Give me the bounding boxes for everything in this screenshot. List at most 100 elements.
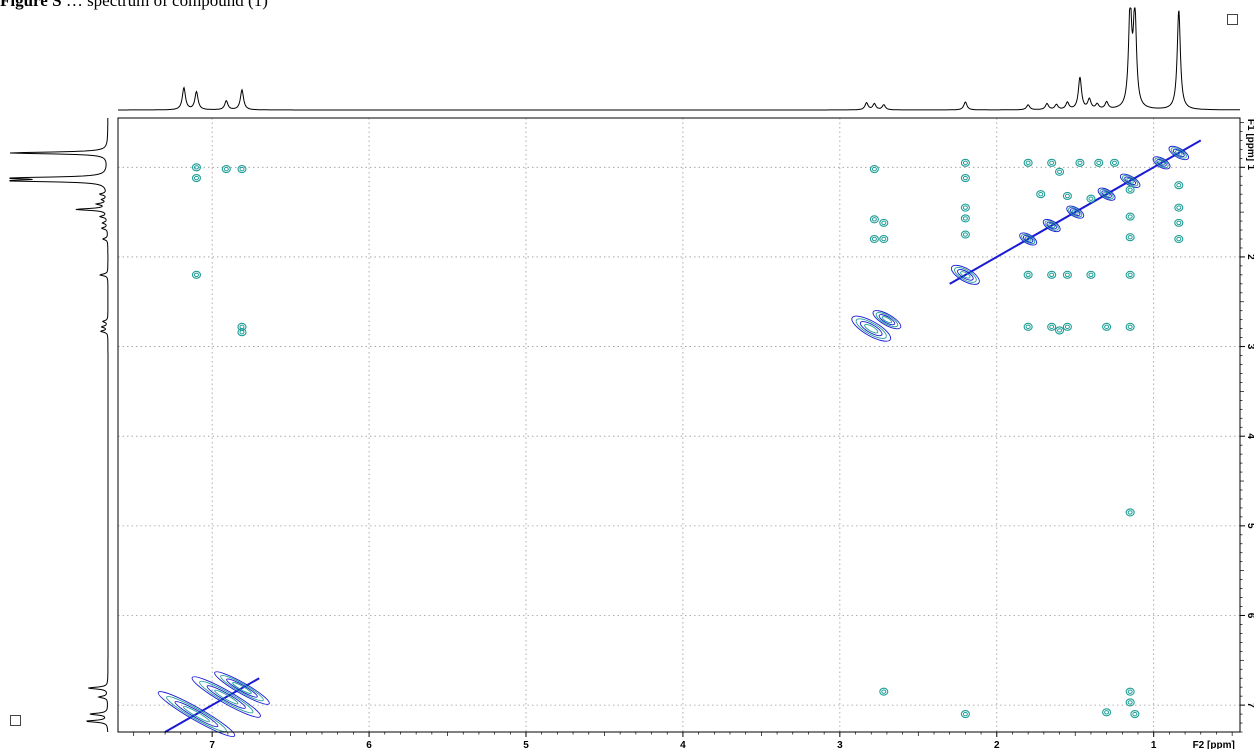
- cross-peak-contour-inner: [1127, 689, 1133, 694]
- diagonal-peak-contour: [1021, 233, 1036, 245]
- f1-projection-trace: [9, 118, 109, 732]
- cross-peak-contour-outer: [1062, 270, 1072, 279]
- cross-peak: [1023, 322, 1033, 331]
- cross-peak: [1062, 270, 1072, 279]
- cross-peak-contour-inner: [1176, 236, 1182, 242]
- f2-tick-label: 7: [209, 740, 215, 749]
- diagonal-peak-contour: [855, 318, 887, 339]
- f1-tick-label: 6: [1245, 613, 1254, 619]
- diagonal-peak-contour: [1154, 157, 1169, 169]
- cross-peak-contour-inner: [1088, 272, 1094, 278]
- cross-peak-contour-inner: [1176, 220, 1182, 226]
- cross-peak: [1130, 710, 1140, 719]
- cross-peak-contour-outer: [960, 214, 970, 223]
- diagonal-peak-contour: [1024, 236, 1032, 242]
- diagonal-peak-contour: [1124, 176, 1137, 185]
- diagonal-peak-contour: [1168, 145, 1190, 161]
- cross-peak: [869, 215, 879, 224]
- cross-peak-contour-inner: [1132, 711, 1138, 717]
- cross-peak: [879, 687, 889, 696]
- cross-peak-contour-outer: [191, 163, 202, 172]
- cross-peak: [191, 163, 202, 172]
- diagonal-peak-contour: [1042, 219, 1061, 233]
- diagonal-peak-contour: [881, 316, 893, 324]
- diagonal-peak-contour: [1158, 160, 1165, 166]
- cross-peak-contour-inner: [881, 236, 887, 242]
- cross-peak-contour-outer: [1054, 326, 1065, 335]
- cross-peak: [1036, 190, 1046, 199]
- diagonal-peak-contour: [214, 671, 270, 705]
- cross-peak-contour-inner: [1111, 160, 1117, 166]
- cross-peak: [879, 218, 889, 227]
- diagonal-peak-contour: [206, 685, 246, 709]
- cross-peak-contour-outer: [960, 158, 970, 167]
- cross-peak-contour-outer: [869, 165, 879, 174]
- cross-peak: [869, 234, 879, 244]
- cross-peak-contour-inner: [1127, 272, 1133, 278]
- cross-peak: [1102, 322, 1112, 331]
- cross-peak: [869, 165, 879, 174]
- cross-peak: [1125, 233, 1135, 242]
- cross-peak-contour-inner: [223, 166, 229, 172]
- cross-peak-contour-inner: [962, 232, 968, 237]
- f1-tick-label: 5: [1245, 523, 1254, 529]
- diagonal-peak-contour: [1175, 150, 1183, 156]
- cross-peak: [960, 174, 970, 183]
- diagonal-peak-contour: [1044, 220, 1059, 231]
- cross-peak: [1023, 270, 1033, 279]
- cross-peak-contour-outer: [221, 165, 231, 174]
- diagonal-peak-contour: [174, 701, 219, 728]
- cross-peak-contour-outer: [1047, 270, 1057, 279]
- cross-peak-contour-outer: [1125, 212, 1135, 221]
- cross-peak: [1174, 218, 1184, 227]
- cross-peak: [1075, 158, 1085, 167]
- cross-peak: [1102, 708, 1112, 717]
- cross-peak-contour-outer: [1075, 158, 1085, 167]
- cross-peak-contour-outer: [237, 165, 247, 174]
- diagonal-peak: [950, 264, 980, 285]
- f1-tick-label: 7: [1245, 702, 1254, 708]
- cross-peak-contour-inner: [1057, 169, 1063, 174]
- diagonal-peak-contour: [1103, 191, 1110, 197]
- diagonal-peak-contour: [191, 676, 261, 718]
- cross-peak-contour-outer: [1062, 191, 1072, 201]
- diagonal-peak: [1119, 173, 1141, 188]
- diagonal-peak: [1042, 219, 1061, 233]
- diagonal-peak-contour: [851, 315, 892, 342]
- cross-peak-contour-outer: [1174, 203, 1184, 212]
- caption-label: Figure S: [0, 0, 62, 10]
- f1-tick-label: 3: [1245, 344, 1254, 350]
- cross-peak-contour-outer: [1174, 218, 1184, 227]
- cross-peak-contour-inner: [1176, 205, 1182, 210]
- diagonal-peak-contour: [157, 691, 236, 737]
- cross-peak: [221, 165, 231, 174]
- cross-peak-contour-inner: [1127, 187, 1133, 192]
- cross-peak-contour-inner: [239, 324, 245, 330]
- diagonal-peak-contour: [875, 312, 899, 328]
- diagonal-peak-contour: [1101, 190, 1112, 199]
- cross-peak-contour-outer: [960, 230, 970, 239]
- diagonal-peak-contour: [1068, 206, 1083, 218]
- f2-projection: [118, 7, 1240, 111]
- cross-peak: [1109, 158, 1120, 167]
- diagonal-peak-contour: [226, 678, 258, 698]
- diagonal-peak: [1097, 187, 1116, 201]
- cross-peak-contour-inner: [1025, 324, 1031, 330]
- cross-peak-contour-inner: [871, 236, 877, 242]
- cross-peak: [1062, 191, 1072, 201]
- cross-peak-contour-inner: [871, 217, 877, 222]
- cross-peak-contour-outer: [1047, 322, 1057, 331]
- cross-peak-contour-inner: [962, 216, 968, 221]
- cross-peak-contour-inner: [962, 711, 968, 717]
- cross-peak: [237, 328, 247, 337]
- cross-peak-contour-inner: [1088, 196, 1094, 201]
- diagonal-peak-contour: [1119, 173, 1141, 188]
- f1-axis: 1 2 3 4 5 6 7: [1240, 122, 1254, 733]
- diagonal-peak: [872, 310, 902, 330]
- f1-axis-label: F1 [ppm]: [1245, 119, 1254, 161]
- cross-peak: [960, 710, 970, 719]
- cross-peak-contour-outer: [1174, 181, 1184, 190]
- diagonal-peak-contour: [199, 680, 254, 714]
- corner-marker-bottom: [10, 715, 21, 726]
